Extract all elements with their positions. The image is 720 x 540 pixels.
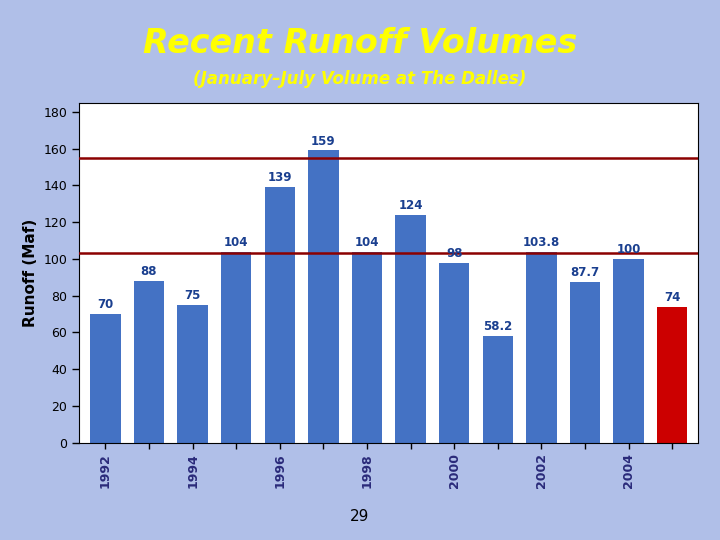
Bar (657, 307, 688, 443)
Text: 139: 139 (268, 171, 292, 185)
Text: 74: 74 (664, 291, 680, 304)
Bar (526, 252, 557, 443)
Text: 29: 29 (351, 509, 369, 524)
Text: 104: 104 (355, 236, 379, 249)
Text: 98: 98 (446, 247, 462, 260)
Text: 88: 88 (140, 265, 157, 278)
Text: 159: 159 (311, 134, 336, 147)
Text: 75: 75 (184, 289, 201, 302)
Text: 104: 104 (224, 236, 248, 249)
Bar (308, 151, 338, 443)
Text: (January–July Volume at The Dalles): (January–July Volume at The Dalles) (193, 70, 527, 88)
Bar (134, 281, 164, 443)
Bar (570, 281, 600, 443)
Y-axis label: Runoff (Maf): Runoff (Maf) (23, 219, 38, 327)
Text: 103.8: 103.8 (523, 236, 560, 249)
Text: 87.7: 87.7 (570, 266, 600, 279)
Bar (613, 259, 644, 443)
Text: 70: 70 (97, 298, 114, 312)
Bar (439, 262, 469, 443)
Bar (395, 215, 426, 443)
Bar (177, 305, 208, 443)
Bar (264, 187, 295, 443)
Text: 124: 124 (398, 199, 423, 212)
Bar (90, 314, 121, 443)
Bar (221, 252, 251, 443)
Text: 58.2: 58.2 (483, 320, 513, 333)
Text: Recent Runoff Volumes: Recent Runoff Volumes (143, 27, 577, 60)
Bar (482, 336, 513, 443)
Text: 100: 100 (616, 243, 641, 256)
Bar (352, 252, 382, 443)
